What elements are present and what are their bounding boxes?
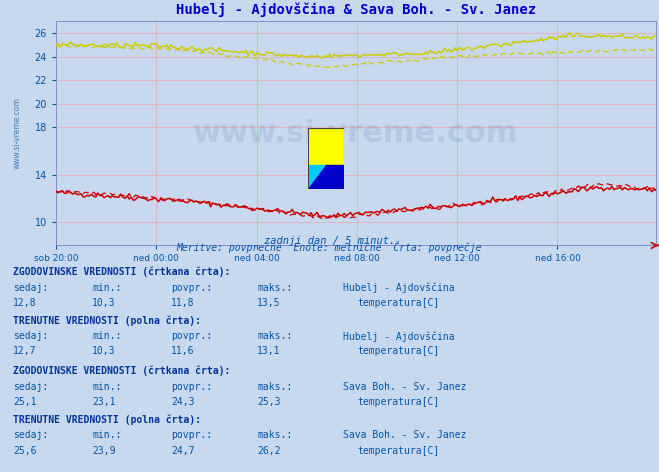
- Text: Hubelj - Ajdovščina: Hubelj - Ajdovščina: [343, 283, 454, 293]
- Text: maks.:: maks.:: [257, 430, 292, 440]
- Text: min.:: min.:: [92, 331, 122, 341]
- Text: 23,9: 23,9: [92, 446, 116, 455]
- Polygon shape: [308, 128, 344, 165]
- Text: temperatura[C]: temperatura[C]: [357, 298, 440, 308]
- Polygon shape: [308, 165, 344, 189]
- Text: Meritve: povprečne  Enote: metrične  Črta: povprečje: Meritve: povprečne Enote: metrične Črta:…: [177, 241, 482, 253]
- Text: povpr.:: povpr.:: [171, 283, 212, 293]
- Text: ZGODOVINSKE VREDNOSTI (črtkana črta):: ZGODOVINSKE VREDNOSTI (črtkana črta):: [13, 267, 231, 277]
- Text: povpr.:: povpr.:: [171, 430, 212, 440]
- Text: TRENUTNE VREDNOSTI (polna črta):: TRENUTNE VREDNOSTI (polna črta):: [13, 315, 201, 326]
- Text: 24,7: 24,7: [171, 446, 195, 455]
- Text: 10,3: 10,3: [92, 298, 116, 308]
- Text: TRENUTNE VREDNOSTI (polna črta):: TRENUTNE VREDNOSTI (polna črta):: [13, 414, 201, 425]
- Text: 11,8: 11,8: [171, 298, 195, 308]
- Text: maks.:: maks.:: [257, 382, 292, 392]
- Text: sedaj:: sedaj:: [13, 430, 48, 440]
- Text: Sava Boh. - Sv. Janez: Sava Boh. - Sv. Janez: [343, 382, 466, 392]
- Text: sedaj:: sedaj:: [13, 283, 48, 293]
- Text: sedaj:: sedaj:: [13, 382, 48, 392]
- Text: www.si-vreme.com: www.si-vreme.com: [13, 97, 22, 169]
- Text: temperatura[C]: temperatura[C]: [357, 446, 440, 455]
- Text: min.:: min.:: [92, 283, 122, 293]
- Text: temperatura[C]: temperatura[C]: [357, 397, 440, 407]
- Text: 25,1: 25,1: [13, 397, 37, 407]
- Text: maks.:: maks.:: [257, 331, 292, 341]
- Text: 13,1: 13,1: [257, 346, 281, 356]
- Text: 26,2: 26,2: [257, 446, 281, 455]
- Text: min.:: min.:: [92, 430, 122, 440]
- Text: sedaj:: sedaj:: [13, 331, 48, 341]
- Text: 10,3: 10,3: [92, 346, 116, 356]
- Text: 25,3: 25,3: [257, 397, 281, 407]
- Polygon shape: [308, 165, 326, 189]
- Text: povpr.:: povpr.:: [171, 382, 212, 392]
- Text: www.si-vreme.com: www.si-vreme.com: [193, 119, 519, 148]
- Text: min.:: min.:: [92, 382, 122, 392]
- Text: 24,3: 24,3: [171, 397, 195, 407]
- Text: zadnji dan / 5 minut.: zadnji dan / 5 minut.: [264, 236, 395, 246]
- Text: 25,6: 25,6: [13, 446, 37, 455]
- Text: 12,7: 12,7: [13, 346, 37, 356]
- Text: 13,5: 13,5: [257, 298, 281, 308]
- Text: 23,1: 23,1: [92, 397, 116, 407]
- Text: 11,6: 11,6: [171, 346, 195, 356]
- Text: Sava Boh. - Sv. Janez: Sava Boh. - Sv. Janez: [343, 430, 466, 440]
- Text: maks.:: maks.:: [257, 283, 292, 293]
- Text: Hubelj - Ajdovščina: Hubelj - Ajdovščina: [343, 331, 454, 342]
- Text: 12,8: 12,8: [13, 298, 37, 308]
- Text: ZGODOVINSKE VREDNOSTI (črtkana črta):: ZGODOVINSKE VREDNOSTI (črtkana črta):: [13, 366, 231, 376]
- Text: temperatura[C]: temperatura[C]: [357, 346, 440, 356]
- Title: Hubelj - Ajdovščina & Sava Boh. - Sv. Janez: Hubelj - Ajdovščina & Sava Boh. - Sv. Ja…: [176, 3, 536, 17]
- Text: povpr.:: povpr.:: [171, 331, 212, 341]
